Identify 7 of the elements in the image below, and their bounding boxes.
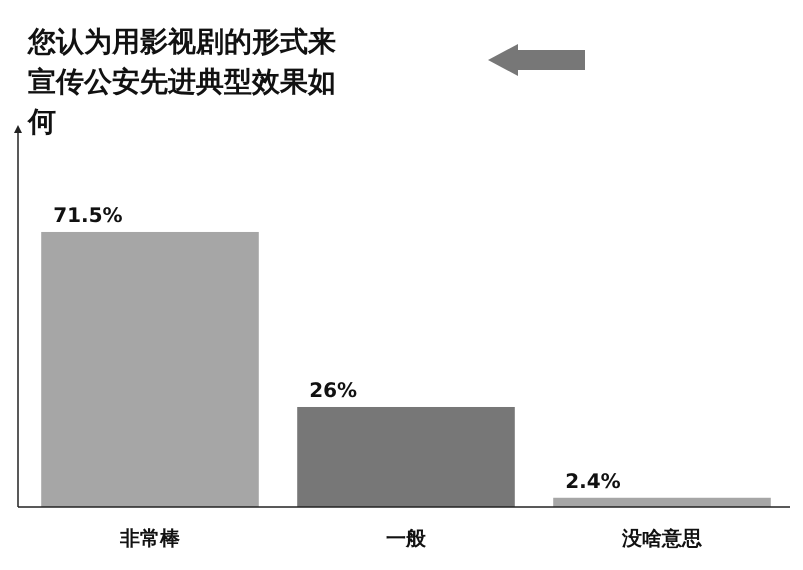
x-tick-label: 一般: [386, 526, 427, 550]
chart-title: 您认为用影视剧的形式来宣传公安先进典型效果如何: [28, 24, 337, 140]
x-tick-label: 没啥意思: [621, 526, 702, 550]
data-label: 26%: [309, 378, 358, 402]
data-label: 71.5%: [53, 202, 123, 227]
x-tick-label: 非常棒: [119, 526, 181, 550]
data-label: 2.4%: [565, 468, 621, 493]
